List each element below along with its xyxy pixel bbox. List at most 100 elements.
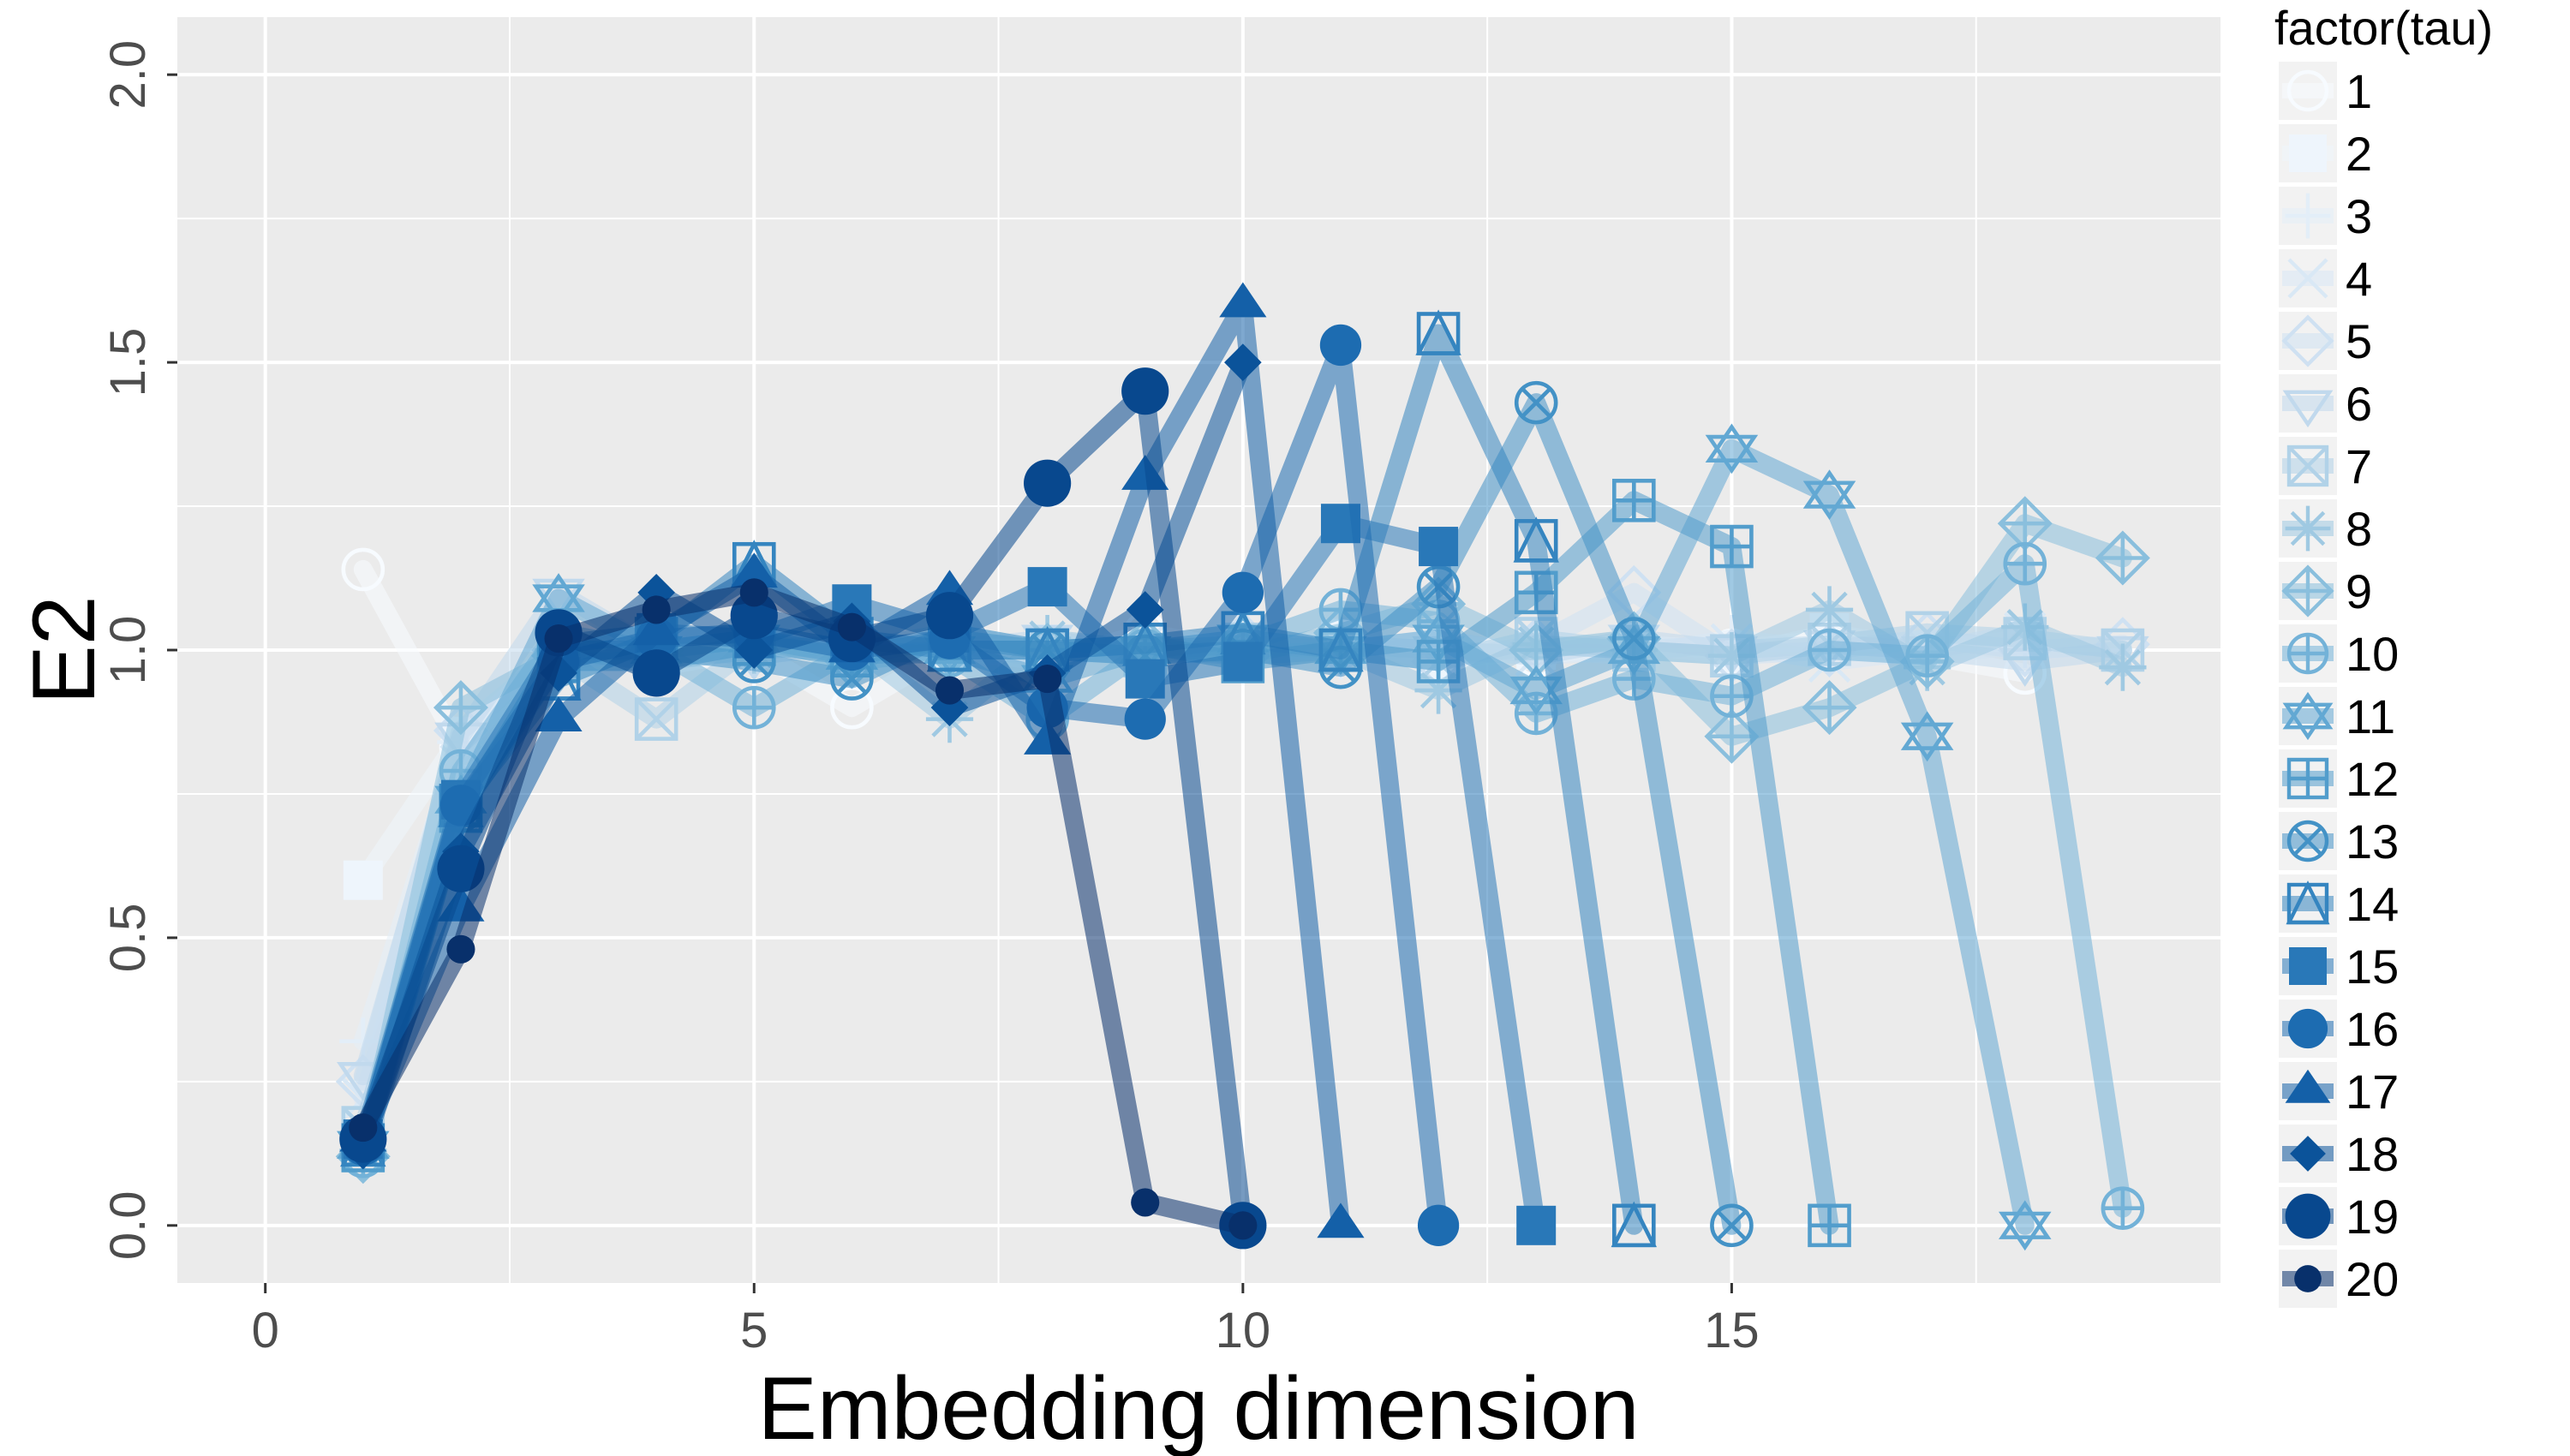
legend-marker-5 xyxy=(2281,314,2334,367)
legend-item-13: 13 xyxy=(2279,812,2399,870)
data-point-20 xyxy=(739,578,768,607)
data-point-8 xyxy=(1805,586,1854,634)
legend-label: 5 xyxy=(2346,314,2372,368)
y-tick-label: 2.0 xyxy=(100,40,156,110)
data-point-20 xyxy=(642,595,671,624)
legend-marker-1 xyxy=(2286,69,2329,112)
data-point-11 xyxy=(1998,1200,2052,1251)
legend-label: 19 xyxy=(2346,1190,2399,1244)
legend-label: 3 xyxy=(2346,189,2372,243)
legend-item-1: 1 xyxy=(2279,62,2372,120)
data-point-16 xyxy=(1222,571,1264,613)
data-point-16 xyxy=(1124,698,1166,740)
legend-marker-18 xyxy=(2290,1136,2326,1172)
data-point-10 xyxy=(1905,634,1949,678)
data-point-13 xyxy=(1710,1203,1754,1248)
legend-item-8: 8 xyxy=(2279,499,2372,558)
data-point-13 xyxy=(1514,380,1558,425)
y-axis-title: E2 xyxy=(15,595,114,704)
data-point-17 xyxy=(1317,1202,1365,1238)
x-axis: 0 5 10 15 xyxy=(252,1283,1760,1358)
data-point-19 xyxy=(1121,367,1169,415)
legend-label: 4 xyxy=(2346,252,2372,306)
legend-marker-11 xyxy=(2282,691,2334,741)
legend-item-9: 9 xyxy=(2279,562,2372,620)
series-line-19 xyxy=(353,381,1252,1235)
data-point-9 xyxy=(1704,708,1760,764)
legend-item-15: 15 xyxy=(2279,937,2399,995)
series-line-20 xyxy=(353,582,1252,1235)
data-point-14 xyxy=(1318,625,1364,672)
data-point-12 xyxy=(1808,1203,1851,1248)
legend-marker-2 xyxy=(2289,134,2327,172)
legend-label: 15 xyxy=(2346,940,2399,994)
data-point-11 xyxy=(1705,423,1759,474)
legend-marker-17 xyxy=(2285,1069,2331,1103)
y-tick-label: 1.5 xyxy=(100,328,156,397)
data-point-10 xyxy=(1808,628,1851,672)
legend-marker-14 xyxy=(2286,880,2330,925)
data-point-10 xyxy=(2003,541,2047,586)
legend-item-6: 6 xyxy=(2279,374,2372,433)
data-point-19 xyxy=(1024,459,1072,507)
series-layer xyxy=(335,282,2150,1251)
legend-item-2: 2 xyxy=(2279,124,2372,182)
legend-label: 2 xyxy=(2346,127,2372,181)
legend-marker-19 xyxy=(2285,1193,2331,1239)
data-point-17 xyxy=(1219,282,1267,318)
legend-marker-8 xyxy=(2285,505,2331,552)
legend-marker-15 xyxy=(2289,947,2327,985)
data-point-11 xyxy=(1802,469,1856,521)
data-point-10 xyxy=(732,685,776,730)
data-point-12 xyxy=(1710,524,1754,569)
legend-marker-7 xyxy=(2286,445,2329,487)
legend-marker-3 xyxy=(2285,193,2331,239)
data-point-10 xyxy=(2101,1186,2145,1230)
data-point-17 xyxy=(730,552,778,588)
legend-marker-13 xyxy=(2286,820,2329,862)
y-tick-label: 1.0 xyxy=(100,616,156,685)
data-point-14 xyxy=(1611,1201,1658,1248)
legend-label: 18 xyxy=(2346,1127,2399,1181)
data-point-18 xyxy=(735,631,774,669)
legend-item-10: 10 xyxy=(2279,624,2399,683)
data-point-9 xyxy=(1802,680,1857,736)
data-point-16 xyxy=(1319,324,1362,367)
x-tick-label: 15 xyxy=(1704,1303,1760,1358)
data-point-7 xyxy=(634,697,678,741)
data-point-20 xyxy=(349,1113,378,1143)
data-point-20 xyxy=(446,934,475,964)
legend-marker-6 xyxy=(2282,390,2334,428)
data-point-9 xyxy=(433,680,488,736)
legend-item-3: 3 xyxy=(2279,187,2372,245)
data-point-1 xyxy=(341,547,386,592)
x-tick-label: 10 xyxy=(1216,1303,1271,1358)
x-tick-label: 0 xyxy=(252,1303,279,1358)
data-point-2 xyxy=(343,860,383,900)
legend-item-19: 19 xyxy=(2279,1187,2399,1245)
legend-item-4: 4 xyxy=(2279,249,2372,307)
data-point-14 xyxy=(1513,516,1559,563)
data-point-17 xyxy=(535,696,583,732)
legend-item-12: 12 xyxy=(2279,749,2399,808)
legend-label: 1 xyxy=(2346,64,2372,118)
legend-label: 10 xyxy=(2346,627,2399,681)
legend-item-17: 17 xyxy=(2279,1062,2399,1120)
data-point-20 xyxy=(1228,1211,1258,1240)
legend-label: 17 xyxy=(2346,1065,2399,1119)
data-point-15 xyxy=(1419,527,1459,567)
legend-item-16: 16 xyxy=(2279,1000,2399,1058)
legend-marker-16 xyxy=(2287,1008,2328,1049)
data-point-12 xyxy=(1612,479,1656,522)
legend-item-20: 20 xyxy=(2279,1250,2399,1308)
data-point-14 xyxy=(1415,309,1461,355)
data-point-20 xyxy=(544,624,573,653)
legend-item-5: 5 xyxy=(2279,312,2372,370)
x-tick-label: 5 xyxy=(740,1303,768,1358)
data-point-17 xyxy=(632,610,680,646)
legend-marker-20 xyxy=(2294,1265,2322,1292)
data-point-20 xyxy=(837,612,866,641)
y-axis: 0.0 0.5 1.0 1.5 2.0 xyxy=(100,40,177,1260)
